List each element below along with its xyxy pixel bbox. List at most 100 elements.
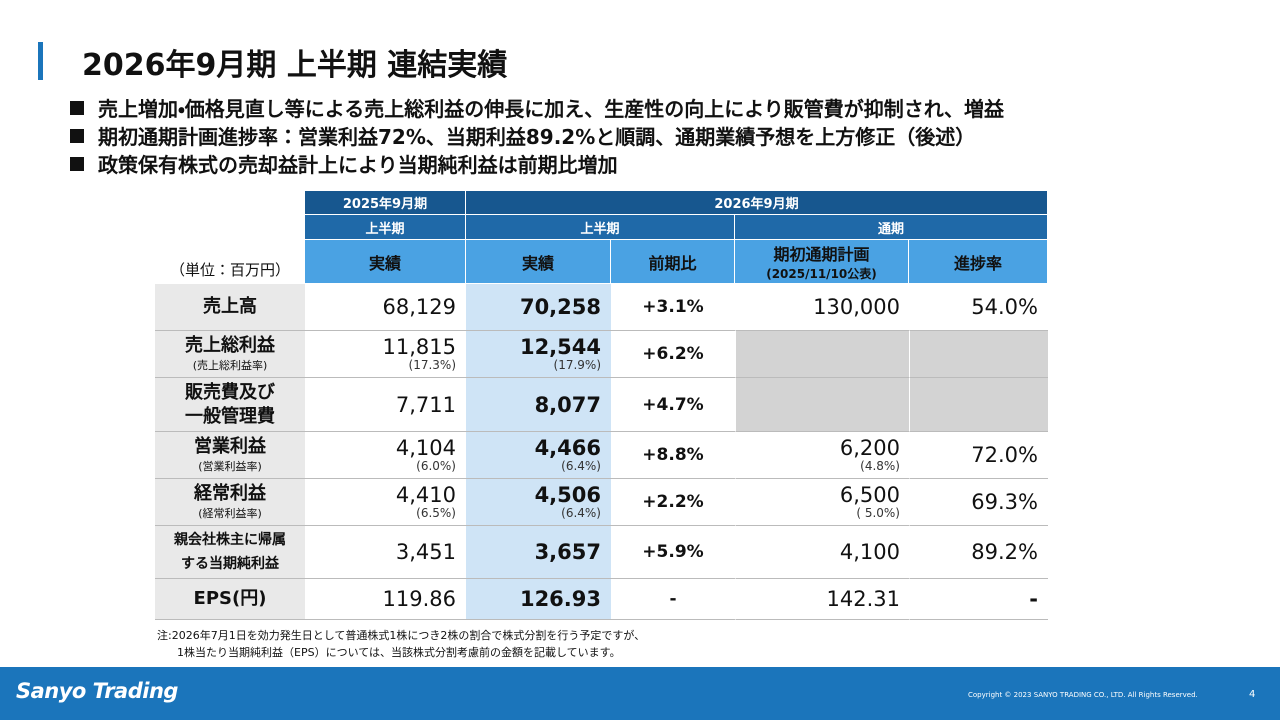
row-label-text: 一般管理費 <box>185 405 275 427</box>
header-text: (2025/11/10公表) <box>766 267 877 281</box>
header-text: 期初通期計画 <box>773 245 870 264</box>
header-cell: 前期比 <box>611 240 735 284</box>
table-cell: +5.9% <box>611 526 735 579</box>
table-cell: 69.3% <box>909 479 1048 526</box>
cell-value: 4,100 <box>839 540 900 564</box>
header-text: 進捗率 <box>953 253 1002 273</box>
cell-sub: (6.0%) <box>416 459 456 473</box>
cell-value: 70,258 <box>519 295 601 319</box>
cell-value: 72.0% <box>971 443 1038 467</box>
cell-value: 142.31 <box>826 587 900 611</box>
row-label-sub: (経常利益率) <box>198 507 262 520</box>
cell-value: 11,815 <box>382 335 456 359</box>
bullet: 売上増加・価格見直し等による売上総利益の伸長に加え、生産性の向上により販管費が抑… <box>70 93 1004 122</box>
table-cell: +2.2% <box>611 479 735 526</box>
title: 2026年9月期 上半期 連結実績 <box>82 48 508 83</box>
cell-value: +6.2% <box>642 344 704 364</box>
table-cell <box>909 378 1048 432</box>
cell-value: 8,077 <box>534 392 601 417</box>
table-cell: 4,506 (6.4%) <box>466 479 611 526</box>
row-label: EPS(円) <box>155 579 305 620</box>
table-cell: +8.8% <box>611 432 735 479</box>
cell-value: 4,466 <box>534 436 601 460</box>
cell-value: 3,451 <box>395 540 456 564</box>
table-cell: 4,100 <box>735 526 909 579</box>
cell-sub: (4.8%) <box>860 459 900 473</box>
cell-value: 69.3% <box>971 490 1038 514</box>
cell-sub: (6.4%) <box>561 506 601 520</box>
cell-value: 6,500 <box>839 483 900 507</box>
cell-value: +2.2% <box>642 492 704 512</box>
note: 注:2026年7月1日を効力発生日として普通株式1株につき2株の割合で株式分割を… <box>157 629 646 642</box>
table-cell: 8,077 <box>466 378 611 432</box>
bullet-marker <box>70 157 84 171</box>
note: 1株当たり当期純利益（EPS）については、当該株式分割考慮前の金額を記載していま… <box>177 646 621 659</box>
unit-label: （単位：百万円） <box>169 261 290 279</box>
table-cell: 3,451 <box>305 526 466 579</box>
row-label-text: 売上高 <box>203 296 257 317</box>
bullet-text: 期初通期計画進捗率：営業利益72%、当期利益89.2%と順調、通期業績予想を上方… <box>98 125 976 149</box>
row-label-text: EPS(円) <box>193 588 267 609</box>
bullet-text: 政策保有株式の売却益計上により当期純利益は前期比増加 <box>98 153 618 177</box>
table-cell: 3,657 <box>466 526 611 579</box>
table-cell: 6,500( 5.0%) <box>735 479 909 526</box>
table-cell: +4.7% <box>611 378 735 432</box>
table-cell: 12,544 (17.9%) <box>466 331 611 378</box>
table-cell: 126.93 <box>466 579 611 620</box>
table-cell: 4,410 (6.5%) <box>305 479 466 526</box>
header-cell: 上半期 <box>305 215 466 240</box>
table-cell <box>735 378 909 432</box>
cell-value: - <box>669 589 677 609</box>
cell-value: 4,506 <box>534 483 601 507</box>
cell-value: +5.9% <box>642 542 704 562</box>
header-cell: 進捗率 <box>909 240 1048 284</box>
row-label: 売上高 <box>155 284 305 331</box>
cell-value: 4,104 <box>395 436 456 460</box>
cell-value: 119.86 <box>382 587 456 611</box>
table-cell: 72.0% <box>909 432 1048 479</box>
table-cell: - <box>909 579 1048 620</box>
table-cell: 7,711 <box>305 378 466 432</box>
row-label-sub: (営業利益率) <box>198 460 262 473</box>
bullet: 期初通期計画進捗率：営業利益72%、当期利益89.2%と順調、通期業績予想を上方… <box>70 121 975 150</box>
table-cell: 6,200 (4.8%) <box>735 432 909 479</box>
header-cell: 上半期 <box>466 215 735 240</box>
bullet-text: 売上増加・価格見直し等による売上総利益の伸長に加え、生産性の向上により販管費が抑… <box>98 97 1004 121</box>
row-label-text: 販売費及び <box>185 381 275 403</box>
page-number: 4 <box>1249 689 1256 700</box>
row-label-text: 親会社株主に帰属 <box>174 532 286 548</box>
cell-value: 3,657 <box>534 540 601 564</box>
row-label: 営業利益 (営業利益率) <box>155 432 305 479</box>
title-bar <box>38 42 43 80</box>
table-cell <box>735 331 909 378</box>
cell-value: 6,200 <box>839 436 900 460</box>
header-text: 実績 <box>521 253 554 273</box>
cell-sub: (6.5%) <box>416 506 456 520</box>
header-cell: 通期 <box>735 215 1048 240</box>
cell-value: 130,000 <box>813 295 900 319</box>
bullet: 政策保有株式の売却益計上により当期純利益は前期比増加 <box>70 149 618 178</box>
header-text: 実績 <box>368 253 401 273</box>
header-cell: 実績 <box>466 240 611 284</box>
cell-sub: (17.3%) <box>408 358 456 372</box>
cell-value: 7,711 <box>395 392 456 417</box>
row-label-text: 売上総利益 <box>185 335 275 356</box>
header-cell: 実績 <box>305 240 466 284</box>
cell-value: 54.0% <box>971 295 1038 319</box>
table-cell: 119.86 <box>305 579 466 620</box>
cell-value: 68,129 <box>382 295 456 319</box>
row-label-text: 営業利益 <box>194 436 266 457</box>
table-cell: 89.2% <box>909 526 1048 579</box>
table-cell: 4,104 (6.0%) <box>305 432 466 479</box>
row-label: 経常利益 (経常利益率) <box>155 479 305 526</box>
cell-value: - <box>1029 587 1038 611</box>
row-label-text: する当期純利益 <box>181 556 279 572</box>
bullet-marker <box>70 101 84 115</box>
header-text: 前期比 <box>648 253 697 273</box>
row-label: 売上総利益 (売上総利益率) <box>155 331 305 378</box>
logo: Sanyo Trading <box>16 679 178 703</box>
cell-value: +8.8% <box>642 445 704 465</box>
row-label-text: 経常利益 <box>194 483 266 504</box>
header-cell: 2026年9月期 <box>466 191 1048 215</box>
